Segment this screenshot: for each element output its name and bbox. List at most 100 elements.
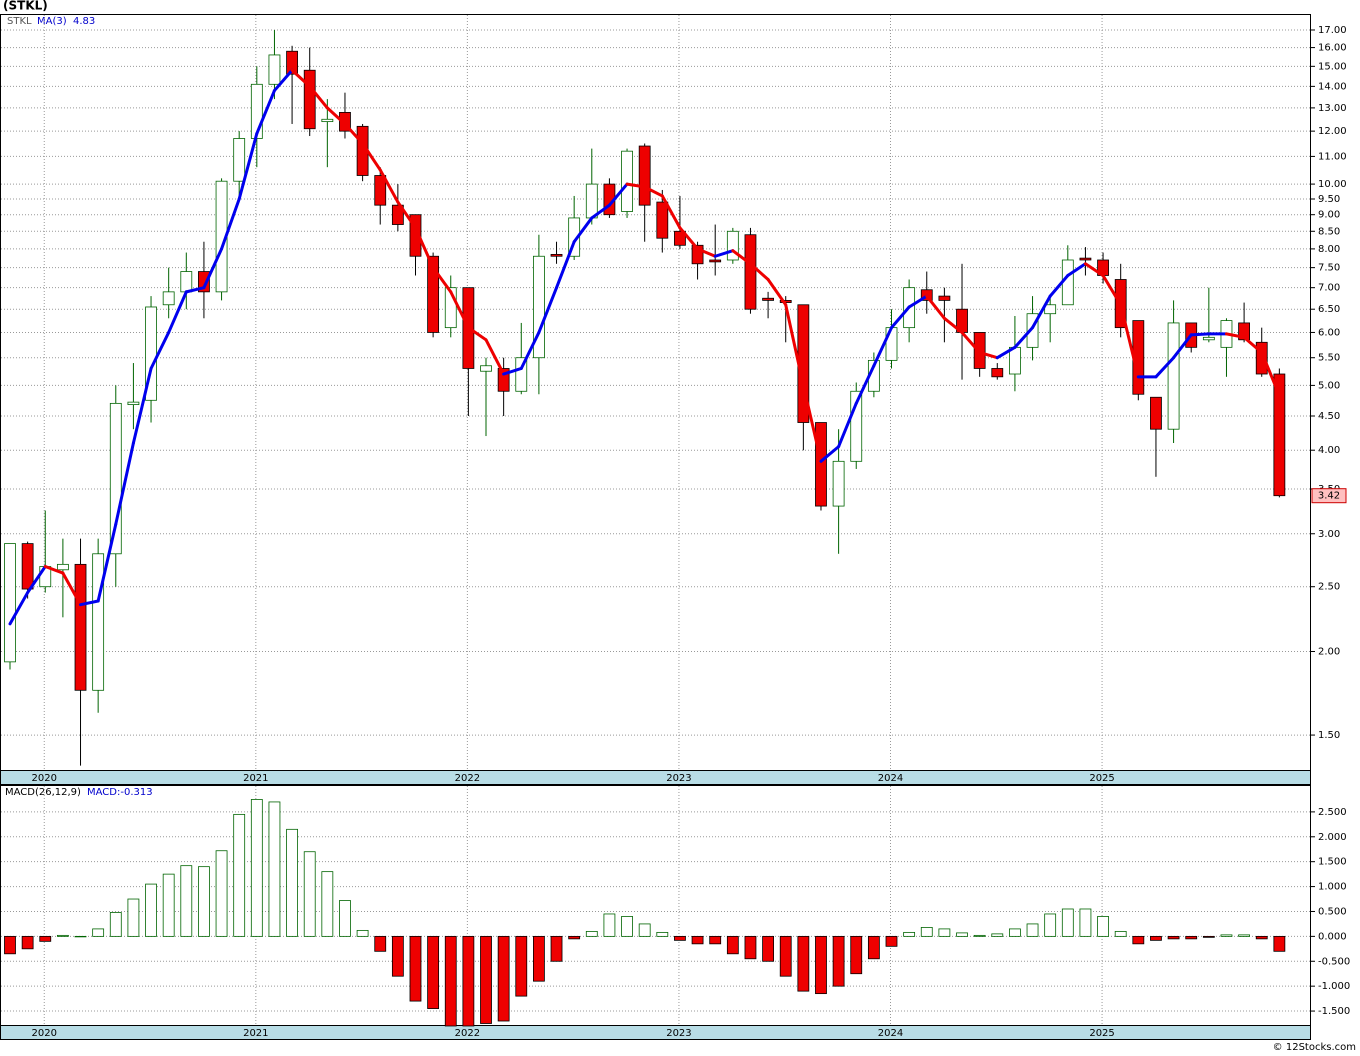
candle-body xyxy=(427,255,440,333)
y-tick-label: 0.500 xyxy=(1318,906,1347,917)
ma-segment xyxy=(361,142,382,172)
candle-body xyxy=(550,253,563,257)
x-tick-label: 2020 xyxy=(32,1028,57,1039)
y-tick-label: 14.00 xyxy=(1318,81,1347,92)
y-tick-label: 8.50 xyxy=(1318,226,1340,237)
macd-bar xyxy=(1009,928,1021,937)
macd-bar xyxy=(1097,916,1109,937)
ma-segment xyxy=(61,571,83,607)
ma-segment xyxy=(26,565,47,595)
macd-bar xyxy=(21,935,34,950)
ma-segment xyxy=(1031,294,1052,330)
candle-body xyxy=(233,138,246,182)
ma-segment xyxy=(1242,335,1264,354)
ma-segment xyxy=(413,226,435,270)
ma-segment xyxy=(678,226,700,251)
ma-segment xyxy=(43,565,65,575)
candle-body xyxy=(74,563,87,691)
y-tick-label: 4.50 xyxy=(1318,411,1340,422)
ma-segment xyxy=(925,294,946,320)
candle-body xyxy=(515,357,528,392)
macd-bar xyxy=(832,935,845,987)
macd-bar xyxy=(1220,934,1233,937)
macd-bar xyxy=(1167,935,1180,940)
candle-body xyxy=(762,297,774,301)
candle-body xyxy=(656,201,669,239)
macd-bar xyxy=(550,935,563,962)
y-tick-label: 7.50 xyxy=(1318,263,1340,274)
candle-body xyxy=(4,543,16,663)
ma-segment xyxy=(607,182,629,207)
candle-body xyxy=(1273,373,1286,497)
ma-segment xyxy=(1154,356,1176,379)
ma-segment xyxy=(731,249,752,266)
ma-segment xyxy=(466,326,488,342)
candle-body xyxy=(1238,322,1250,341)
ma-segment xyxy=(519,330,541,370)
candle-body xyxy=(268,54,281,85)
candle-body xyxy=(1026,313,1039,348)
ma-segment xyxy=(343,122,365,146)
candle-body xyxy=(497,368,510,392)
symbol-label: STKL xyxy=(7,16,32,27)
x-tick-label: 2021 xyxy=(243,773,268,784)
macd-bar xyxy=(268,801,281,937)
macd-bar xyxy=(356,929,369,937)
ma-segment xyxy=(79,599,100,607)
ma-segment xyxy=(625,182,647,189)
y-tick-label: 9.50 xyxy=(1318,194,1340,205)
macd-bar xyxy=(1026,923,1039,937)
macd-bar xyxy=(374,935,387,952)
macd-bar xyxy=(1061,908,1074,937)
y-tick-label: -1.000 xyxy=(1318,981,1350,992)
ma-segment xyxy=(114,441,135,526)
candle-body xyxy=(109,402,122,555)
macd-bar xyxy=(973,934,986,937)
candle-body xyxy=(180,271,193,293)
last-price-label: 3.42 xyxy=(1318,491,1340,502)
macd-bar xyxy=(938,928,951,937)
candle-body xyxy=(938,295,951,301)
ma-segment xyxy=(696,247,717,258)
macd-bar xyxy=(533,935,545,982)
candle-body xyxy=(638,145,651,206)
y-tick-label: 6.00 xyxy=(1318,327,1340,338)
macd-bar xyxy=(39,935,52,942)
macd-bar xyxy=(391,935,404,977)
macd-bar xyxy=(991,933,1004,937)
ma-segment xyxy=(801,383,823,463)
ma-segment xyxy=(854,364,876,405)
macd-bar xyxy=(1273,935,1286,952)
macd-bar xyxy=(339,900,351,937)
page-title: (STKL) xyxy=(3,0,48,13)
candle-body xyxy=(391,204,404,225)
ma-segment xyxy=(237,132,259,201)
copyright: © 12Stocks.com xyxy=(1273,1042,1356,1053)
ma-segment xyxy=(184,286,206,294)
candle-body xyxy=(162,291,175,306)
ma-segment xyxy=(96,522,118,603)
candle-body xyxy=(127,401,140,406)
y-tick-label: -1.500 xyxy=(1318,1006,1350,1017)
ma-segment xyxy=(555,240,576,290)
candle-body xyxy=(321,118,334,123)
ma-segment xyxy=(502,366,523,376)
ma-segment xyxy=(202,247,224,290)
x-tick-label: 2024 xyxy=(878,773,903,784)
x-tick-label: 2022 xyxy=(455,1028,480,1039)
macd-bar xyxy=(497,935,510,1022)
macd-bar xyxy=(4,935,16,955)
candle-body xyxy=(815,422,827,507)
ma-segment xyxy=(942,316,964,334)
ma-segment xyxy=(1260,350,1281,397)
macd-bar xyxy=(198,866,210,937)
ma-segment xyxy=(378,168,400,204)
ma-segment xyxy=(537,286,559,334)
candle-body xyxy=(691,244,704,265)
x-tick-label: 2025 xyxy=(1089,1028,1114,1039)
x-tick-label: 2024 xyxy=(878,1028,903,1039)
x-tick-label: 2025 xyxy=(1089,773,1114,784)
candle-body xyxy=(1044,304,1057,315)
macd-bar xyxy=(462,935,475,1027)
y-tick-label: 1.50 xyxy=(1318,730,1340,741)
